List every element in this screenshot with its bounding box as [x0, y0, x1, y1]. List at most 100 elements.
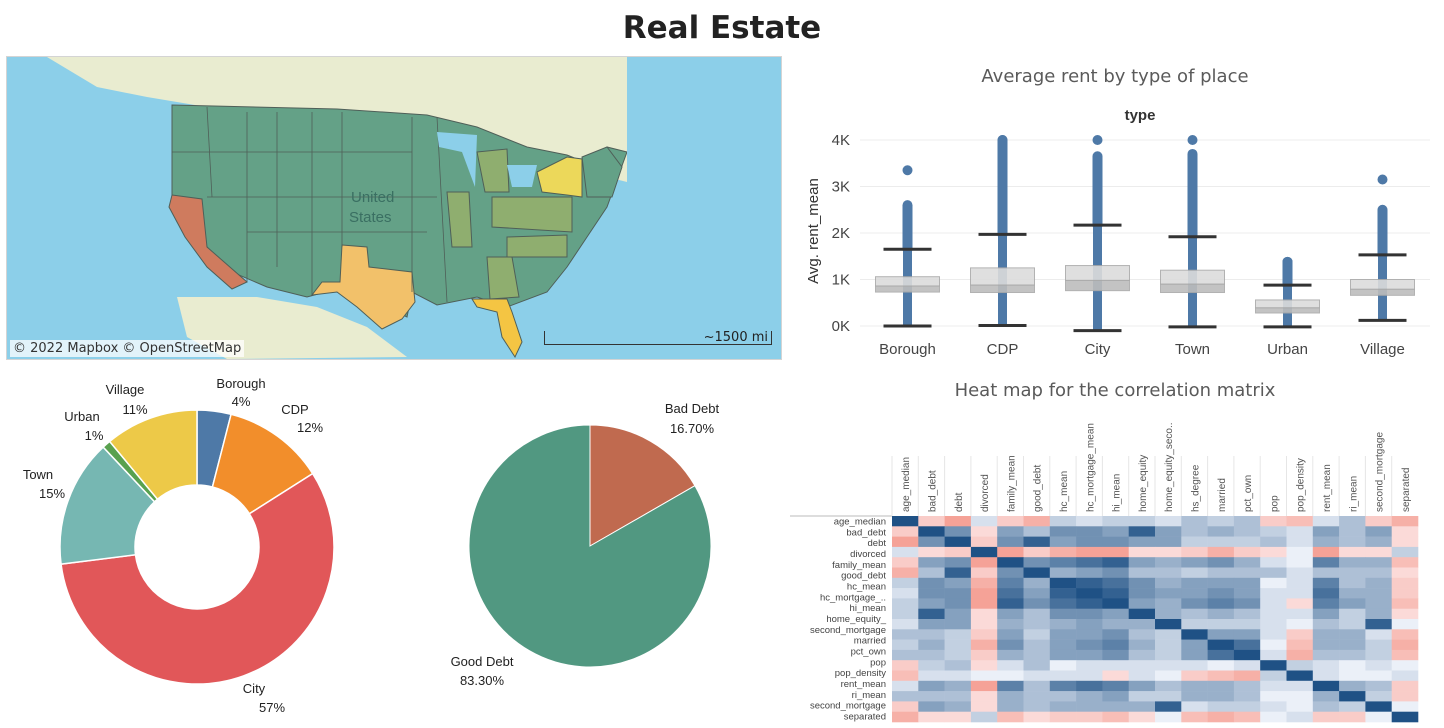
- heatmap-cell[interactable]: [1128, 670, 1156, 682]
- heatmap-cell[interactable]: [1128, 629, 1156, 640]
- heatmap-cell[interactable]: [1155, 608, 1182, 620]
- heatmap-cell[interactable]: [1260, 670, 1287, 682]
- heatmap-cell[interactable]: [997, 516, 1024, 527]
- heatmap-cell[interactable]: [1076, 660, 1103, 671]
- heatmap-cell[interactable]: [1102, 567, 1129, 579]
- heatmap-cell[interactable]: [1049, 670, 1077, 682]
- heatmap-cell[interactable]: [1286, 680, 1314, 692]
- heatmap-cell[interactable]: [1076, 701, 1103, 712]
- heatmap-cell[interactable]: [1286, 546, 1314, 558]
- heatmap-cell[interactable]: [1207, 701, 1235, 712]
- heatmap-cell[interactable]: [1102, 536, 1129, 548]
- heatmap-cell[interactable]: [1155, 619, 1182, 630]
- heatmap-cell[interactable]: [1102, 629, 1129, 640]
- heatmap-cell[interactable]: [1391, 577, 1419, 589]
- heatmap-cell[interactable]: [1181, 701, 1208, 712]
- heatmap-cell[interactable]: [1207, 526, 1235, 537]
- heatmap-cell[interactable]: [1181, 649, 1208, 661]
- heatmap-cell[interactable]: [1312, 546, 1340, 558]
- heatmap-cell[interactable]: [1076, 691, 1103, 702]
- box-cdp[interactable]: CDP: [970, 135, 1035, 358]
- heatmap-cell[interactable]: [944, 577, 972, 589]
- heatmap-cell[interactable]: [1391, 629, 1419, 640]
- heatmap-cell[interactable]: [1260, 546, 1287, 558]
- heatmap-cell[interactable]: [1155, 660, 1182, 671]
- heatmap-cell[interactable]: [1128, 680, 1156, 692]
- heatmap-cell[interactable]: [1181, 588, 1208, 599]
- heatmap-cell[interactable]: [1023, 660, 1051, 671]
- heatmap-cell[interactable]: [1365, 619, 1392, 630]
- heatmap-cell[interactable]: [918, 608, 945, 620]
- heatmap-cell[interactable]: [1076, 608, 1103, 620]
- heatmap-cell[interactable]: [918, 567, 945, 579]
- heatmap-cell[interactable]: [1365, 557, 1392, 568]
- map-attribution[interactable]: © 2022 Mapbox © OpenStreetMap: [10, 340, 245, 357]
- heatmap-cell[interactable]: [1286, 649, 1314, 661]
- heatmap-cell[interactable]: [1155, 649, 1182, 661]
- heatmap-cell[interactable]: [1076, 577, 1103, 589]
- heatmap-cell[interactable]: [1365, 546, 1392, 558]
- heatmap-cell[interactable]: [1155, 691, 1182, 702]
- heatmap-cell[interactable]: [1023, 577, 1051, 589]
- heatmap-cell[interactable]: [1049, 660, 1077, 671]
- heatmap-cell[interactable]: [1260, 598, 1287, 609]
- heatmap-cell[interactable]: [1207, 649, 1235, 661]
- heatmap-cell[interactable]: [1023, 649, 1051, 661]
- heatmap-cell[interactable]: [1260, 557, 1287, 568]
- heatmap-cell[interactable]: [1339, 536, 1366, 548]
- heatmap-cell[interactable]: [892, 557, 919, 568]
- heatmap-cell[interactable]: [1207, 639, 1235, 651]
- heatmap-cell[interactable]: [1365, 516, 1392, 527]
- heatmap-cell[interactable]: [918, 691, 945, 702]
- box-borough[interactable]: Borough: [875, 165, 940, 358]
- heatmap-cell[interactable]: [892, 536, 919, 548]
- heatmap-cell[interactable]: [1233, 567, 1261, 579]
- heatmap-cell[interactable]: [918, 598, 945, 609]
- heatmap-cell[interactable]: [970, 567, 998, 579]
- heatmap-cell[interactable]: [1128, 546, 1156, 558]
- heatmap-cell[interactable]: [970, 526, 998, 537]
- heatmap-cell[interactable]: [1233, 660, 1261, 671]
- heatmap-cell[interactable]: [970, 711, 998, 723]
- heatmap-cell[interactable]: [1286, 639, 1314, 651]
- heatmap-cell[interactable]: [1233, 691, 1261, 702]
- heatmap-cell[interactable]: [944, 619, 972, 630]
- heatmap-cell[interactable]: [918, 660, 945, 671]
- heatmap-cell[interactable]: [1391, 619, 1419, 630]
- heatmap-cell[interactable]: [944, 557, 972, 568]
- heatmap-cell[interactable]: [1076, 526, 1103, 537]
- heatmap-cell[interactable]: [997, 629, 1024, 640]
- heatmap-cell[interactable]: [1391, 670, 1419, 682]
- heatmap-cell[interactable]: [918, 516, 945, 527]
- heatmap-cell[interactable]: [1207, 660, 1235, 671]
- heatmap-cell[interactable]: [1233, 546, 1261, 558]
- heatmap-cell[interactable]: [1312, 588, 1340, 599]
- heatmap-cell[interactable]: [1155, 629, 1182, 640]
- heatmap-cell[interactable]: [918, 546, 945, 558]
- heatmap-cell[interactable]: [1102, 516, 1129, 527]
- outlier-max-point[interactable]: [1282, 256, 1293, 267]
- heatmap-cell[interactable]: [1049, 557, 1077, 568]
- heatmap-cell[interactable]: [918, 536, 945, 548]
- heatmap-cell[interactable]: [1391, 649, 1419, 661]
- heatmap-cell[interactable]: [892, 670, 919, 682]
- heatmap-cell[interactable]: [1233, 536, 1261, 548]
- heatmap-cell[interactable]: [1023, 526, 1051, 537]
- heatmap-cell[interactable]: [892, 516, 919, 527]
- heatmap-cell[interactable]: [1102, 680, 1129, 692]
- heatmap-cell[interactable]: [1023, 629, 1051, 640]
- heatmap-cell[interactable]: [1365, 567, 1392, 579]
- heatmap-cell[interactable]: [1155, 567, 1182, 579]
- heatmap-cell[interactable]: [1260, 588, 1287, 599]
- heatmap-cell[interactable]: [1233, 649, 1261, 661]
- heatmap-cell[interactable]: [1365, 629, 1392, 640]
- heatmap-cell[interactable]: [1391, 639, 1419, 651]
- heatmap-cell[interactable]: [892, 680, 919, 692]
- heatmap-cell[interactable]: [1286, 567, 1314, 579]
- heatmap-cell[interactable]: [918, 577, 945, 589]
- heatmap-cell[interactable]: [1286, 711, 1314, 723]
- heatmap-cell[interactable]: [997, 577, 1024, 589]
- heatmap-cell[interactable]: [1049, 598, 1077, 609]
- heatmap-cell[interactable]: [1286, 557, 1314, 568]
- heatmap-cell[interactable]: [1339, 567, 1366, 579]
